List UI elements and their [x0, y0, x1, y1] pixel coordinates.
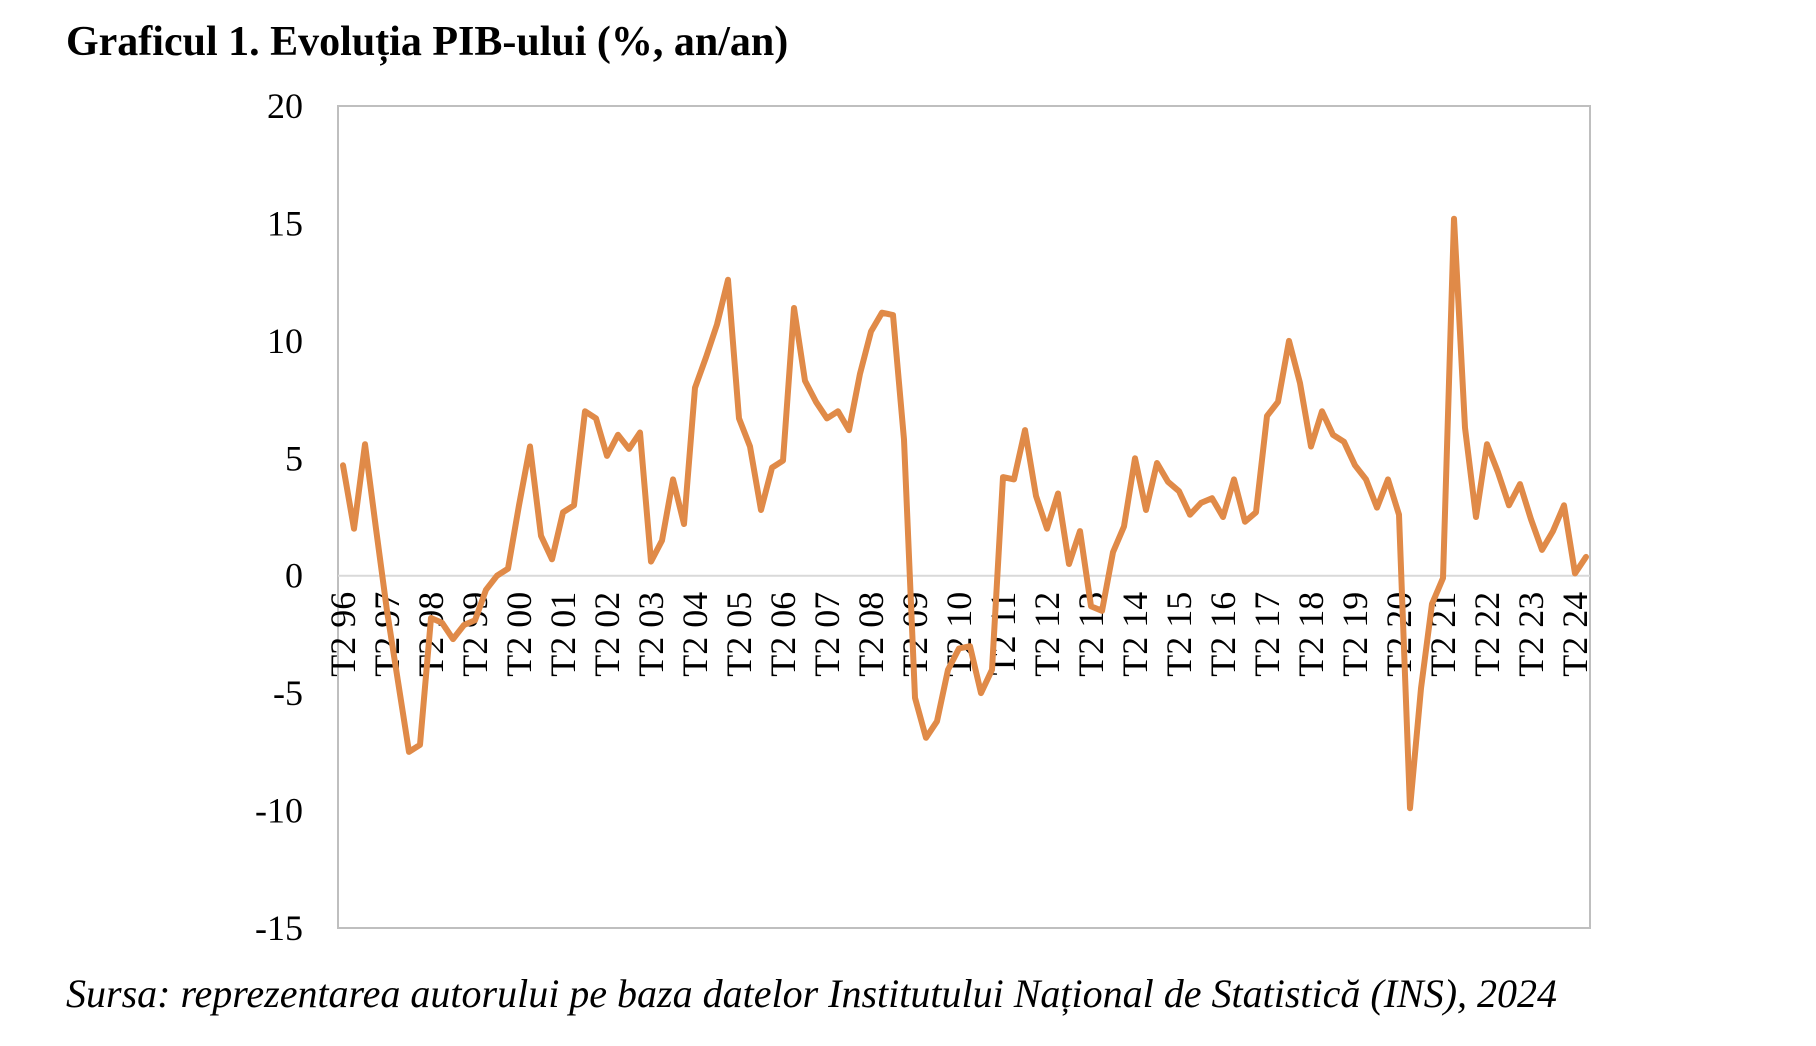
y-tick-labels: 20 15 10 5 0 -5 -10 -15 — [255, 86, 303, 948]
x-tick-label: T2 14 — [1115, 592, 1155, 677]
x-tick-label: T2 15 — [1159, 592, 1199, 677]
gdp-series-line — [340, 215, 1589, 812]
y-tick-label: -10 — [255, 791, 303, 831]
y-tick-label: 0 — [285, 556, 303, 596]
y-tick-label: 15 — [267, 203, 303, 243]
x-tick-label: T2 07 — [807, 592, 847, 677]
x-tick-label: T2 23 — [1511, 592, 1551, 677]
y-tick-label: 5 — [285, 438, 303, 478]
x-tick-label: T2 05 — [719, 592, 759, 677]
plot-border — [337, 105, 1591, 929]
y-tick-label: -5 — [273, 673, 303, 713]
x-tick-label: T2 99 — [455, 592, 495, 677]
series-layer — [340, 215, 1589, 812]
x-tick-label: T2 02 — [587, 592, 627, 677]
x-tick-label: T2 18 — [1291, 592, 1331, 677]
y-tick-label: 10 — [267, 321, 303, 361]
x-tick-label: T2 96 — [323, 592, 363, 677]
x-tick-label: T2 04 — [675, 592, 715, 677]
x-tick-label: T2 11 — [983, 592, 1023, 676]
x-tick-label: T2 22 — [1467, 592, 1507, 677]
x-tick-labels: T2 96 T2 97 T2 98 T2 99 T2 00 T2 01 T2 02 T2 03… — [323, 592, 1595, 677]
x-tick-label: T2 08 — [851, 592, 891, 677]
x-tick-label: T2 20 — [1379, 592, 1419, 677]
x-tick-label: T2 12 — [1027, 592, 1067, 677]
x-tick-label: T2 16 — [1203, 592, 1243, 677]
axes-layer — [337, 105, 1591, 929]
y-tick-label: -15 — [255, 908, 303, 948]
y-tick-label: 20 — [267, 86, 303, 126]
x-tick-label: T2 06 — [763, 592, 803, 677]
chart-source-note: Sursa: reprezentarea autorului pe baza d… — [66, 971, 1558, 1016]
chart-title: Graficul 1. Evoluția PIB-ului (%, an/an) — [66, 19, 789, 65]
x-tick-label: T2 17 — [1247, 592, 1287, 677]
x-tick-label: T2 19 — [1335, 592, 1375, 677]
x-tick-label: T2 03 — [631, 592, 671, 677]
x-tick-label: T2 01 — [543, 592, 583, 677]
x-tick-label: T2 00 — [499, 592, 539, 677]
x-tick-label: T2 24 — [1555, 592, 1595, 677]
